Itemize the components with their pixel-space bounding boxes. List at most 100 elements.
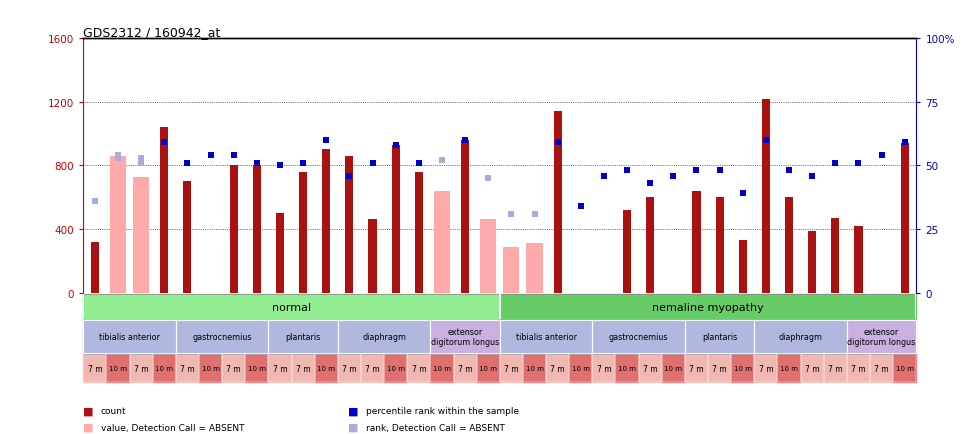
- Bar: [392, 145, 400, 293]
- Bar: [229, 166, 238, 293]
- Bar: [831, 218, 839, 293]
- Text: rank, Detection Call = ABSENT: rank, Detection Call = ABSENT: [366, 423, 505, 432]
- Text: GDS2312 / 160942_at: GDS2312 / 160942_at: [83, 26, 221, 39]
- Bar: [708, 355, 731, 382]
- Text: count: count: [101, 406, 126, 415]
- Bar: [434, 191, 450, 293]
- Text: 7 m: 7 m: [805, 364, 819, 373]
- Bar: [755, 321, 847, 353]
- Bar: [222, 355, 245, 382]
- Text: 7 m: 7 m: [272, 364, 287, 373]
- Text: 10 m: 10 m: [479, 365, 497, 371]
- Bar: [777, 355, 801, 382]
- Bar: [408, 355, 430, 382]
- Bar: [855, 226, 862, 293]
- Text: 7 m: 7 m: [226, 364, 241, 373]
- Bar: [315, 355, 338, 382]
- Bar: [546, 355, 569, 382]
- Bar: [338, 355, 361, 382]
- Bar: [107, 355, 129, 382]
- Bar: [592, 321, 685, 353]
- Bar: [269, 355, 292, 382]
- Text: 7 m: 7 m: [874, 364, 889, 373]
- Bar: [153, 355, 175, 382]
- Bar: [338, 321, 430, 353]
- Text: 7 m: 7 m: [458, 364, 472, 373]
- Bar: [83, 294, 500, 319]
- Text: plantaris: plantaris: [285, 332, 320, 342]
- Bar: [500, 294, 916, 319]
- Text: plantaris: plantaris: [702, 332, 737, 342]
- Bar: [777, 355, 801, 382]
- Bar: [685, 355, 708, 382]
- Bar: [415, 172, 422, 293]
- Bar: [269, 355, 292, 382]
- Text: 10 m: 10 m: [525, 365, 544, 371]
- Bar: [183, 182, 191, 293]
- Bar: [276, 214, 284, 293]
- Text: 7 m: 7 m: [597, 364, 612, 373]
- Bar: [500, 321, 592, 353]
- Text: 10 m: 10 m: [618, 365, 636, 371]
- Bar: [292, 355, 315, 382]
- Bar: [161, 128, 169, 293]
- Bar: [526, 244, 543, 293]
- Text: 7 m: 7 m: [852, 364, 865, 373]
- Bar: [292, 355, 315, 382]
- Bar: [569, 355, 592, 382]
- Text: 7 m: 7 m: [712, 364, 727, 373]
- Bar: [685, 321, 755, 353]
- Text: 7 m: 7 m: [643, 364, 658, 373]
- Bar: [847, 321, 916, 353]
- Bar: [245, 355, 269, 382]
- Bar: [299, 172, 307, 293]
- Bar: [269, 321, 338, 353]
- Bar: [569, 355, 592, 382]
- Bar: [91, 242, 99, 293]
- Bar: [685, 355, 708, 382]
- Text: 7 m: 7 m: [134, 364, 148, 373]
- Text: normal: normal: [272, 302, 311, 312]
- Bar: [430, 355, 454, 382]
- Bar: [175, 355, 199, 382]
- Text: tibialis anterior: tibialis anterior: [515, 332, 576, 342]
- Text: 10 m: 10 m: [433, 365, 451, 371]
- Bar: [129, 355, 153, 382]
- Text: gastrocnemius: gastrocnemius: [192, 332, 252, 342]
- Bar: [107, 355, 129, 382]
- Bar: [615, 355, 639, 382]
- Bar: [175, 355, 199, 382]
- Text: 7 m: 7 m: [412, 364, 426, 373]
- Bar: [454, 355, 476, 382]
- Bar: [199, 355, 222, 382]
- Bar: [175, 321, 269, 353]
- Text: tibialis anterior: tibialis anterior: [99, 332, 160, 342]
- Bar: [222, 355, 245, 382]
- Bar: [847, 321, 916, 353]
- Text: 10 m: 10 m: [571, 365, 590, 371]
- Bar: [662, 355, 685, 382]
- Bar: [500, 355, 523, 382]
- Bar: [554, 112, 562, 293]
- Bar: [731, 355, 755, 382]
- Bar: [893, 355, 916, 382]
- Bar: [199, 355, 222, 382]
- Text: value, Detection Call = ABSENT: value, Detection Call = ABSENT: [101, 423, 244, 432]
- Text: 7 m: 7 m: [296, 364, 311, 373]
- Text: 10 m: 10 m: [734, 365, 752, 371]
- Bar: [685, 321, 755, 353]
- Text: 10 m: 10 m: [664, 365, 682, 371]
- Text: 10 m: 10 m: [109, 365, 127, 371]
- Text: ■: ■: [348, 405, 359, 415]
- Bar: [870, 355, 893, 382]
- Bar: [368, 220, 376, 293]
- Bar: [739, 240, 747, 293]
- Bar: [430, 321, 500, 353]
- Bar: [480, 220, 496, 293]
- Text: 10 m: 10 m: [155, 365, 173, 371]
- Bar: [133, 177, 149, 293]
- Bar: [893, 355, 916, 382]
- Bar: [731, 355, 755, 382]
- Text: diaphragm: diaphragm: [362, 332, 406, 342]
- Bar: [615, 355, 639, 382]
